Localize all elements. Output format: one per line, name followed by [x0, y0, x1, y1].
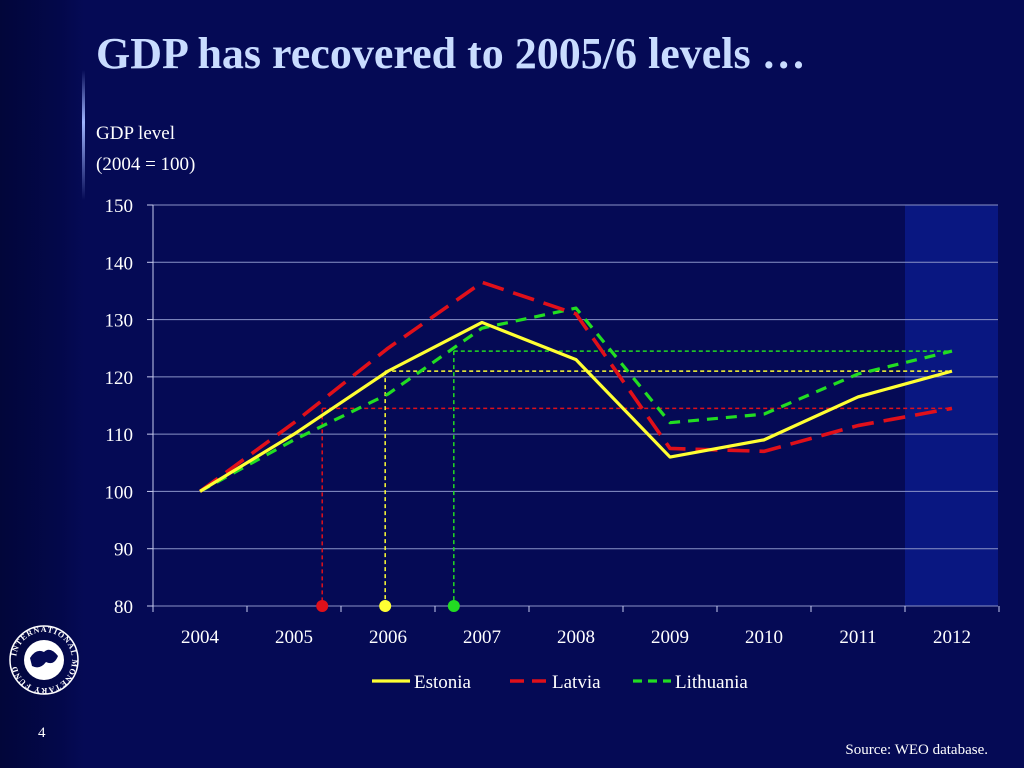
xtick-label-2008: 2008 — [557, 627, 595, 648]
ytick-label-80: 80 — [114, 597, 133, 618]
imf-logo: INTERNATIONAL MONETARY FUND — [9, 625, 79, 695]
xtick-label-2005: 2005 — [275, 627, 313, 648]
series-line-estonia — [199, 320, 953, 493]
page-number: 4 — [38, 725, 46, 741]
y-axis-title: GDP level (2004 = 100) — [96, 123, 195, 175]
series-lines — [198, 280, 953, 493]
forecast-shading — [905, 205, 998, 606]
xtick-label-2004: 2004 — [181, 627, 220, 648]
ytick-label-100: 100 — [105, 482, 134, 503]
y-axis-title-line-2: (2004 = 100) — [96, 154, 195, 175]
recovery-dot-estonia — [379, 600, 392, 612]
accent-line — [82, 70, 85, 200]
xtick-label-2009: 2009 — [651, 627, 689, 648]
ytick-label-140: 140 — [105, 253, 134, 274]
recovery-markers — [316, 350, 948, 612]
ytick-label-130: 130 — [105, 311, 134, 332]
recovery-dot-lithuania — [447, 600, 460, 612]
source-note: Source: WEO database. — [845, 742, 988, 758]
tick-labels: 80 90 100 110 120 130 140 150 2004 2005 2006 2007 20… — [105, 196, 972, 648]
series-line-latvia — [198, 280, 953, 493]
ytick-label-90: 90 — [114, 540, 133, 561]
left-strip — [0, 0, 84, 768]
ytick-label-110: 110 — [105, 425, 133, 446]
xtick-label-2007: 2007 — [463, 627, 501, 648]
y-axis-title-line-1: GDP level — [96, 123, 175, 144]
legend-label-latvia: Latvia — [552, 672, 601, 693]
legend-label-estonia: Estonia — [414, 672, 472, 693]
series-line-lithuania — [199, 306, 953, 493]
xtick-label-2010: 2010 — [745, 627, 783, 648]
xtick-label-2011: 2011 — [839, 627, 876, 648]
ytick-label-150: 150 — [105, 196, 134, 217]
legend: Estonia Latvia Lithuania — [372, 672, 748, 693]
legend-label-lithuania: Lithuania — [675, 672, 748, 693]
recovery-dot-latvia — [316, 600, 329, 612]
slide-title: GDP has recovered to 2005/6 levels … — [96, 29, 806, 78]
xtick-label-2006: 2006 — [369, 627, 407, 648]
xtick-label-2012: 2012 — [933, 627, 971, 648]
ytick-label-120: 120 — [105, 368, 134, 389]
